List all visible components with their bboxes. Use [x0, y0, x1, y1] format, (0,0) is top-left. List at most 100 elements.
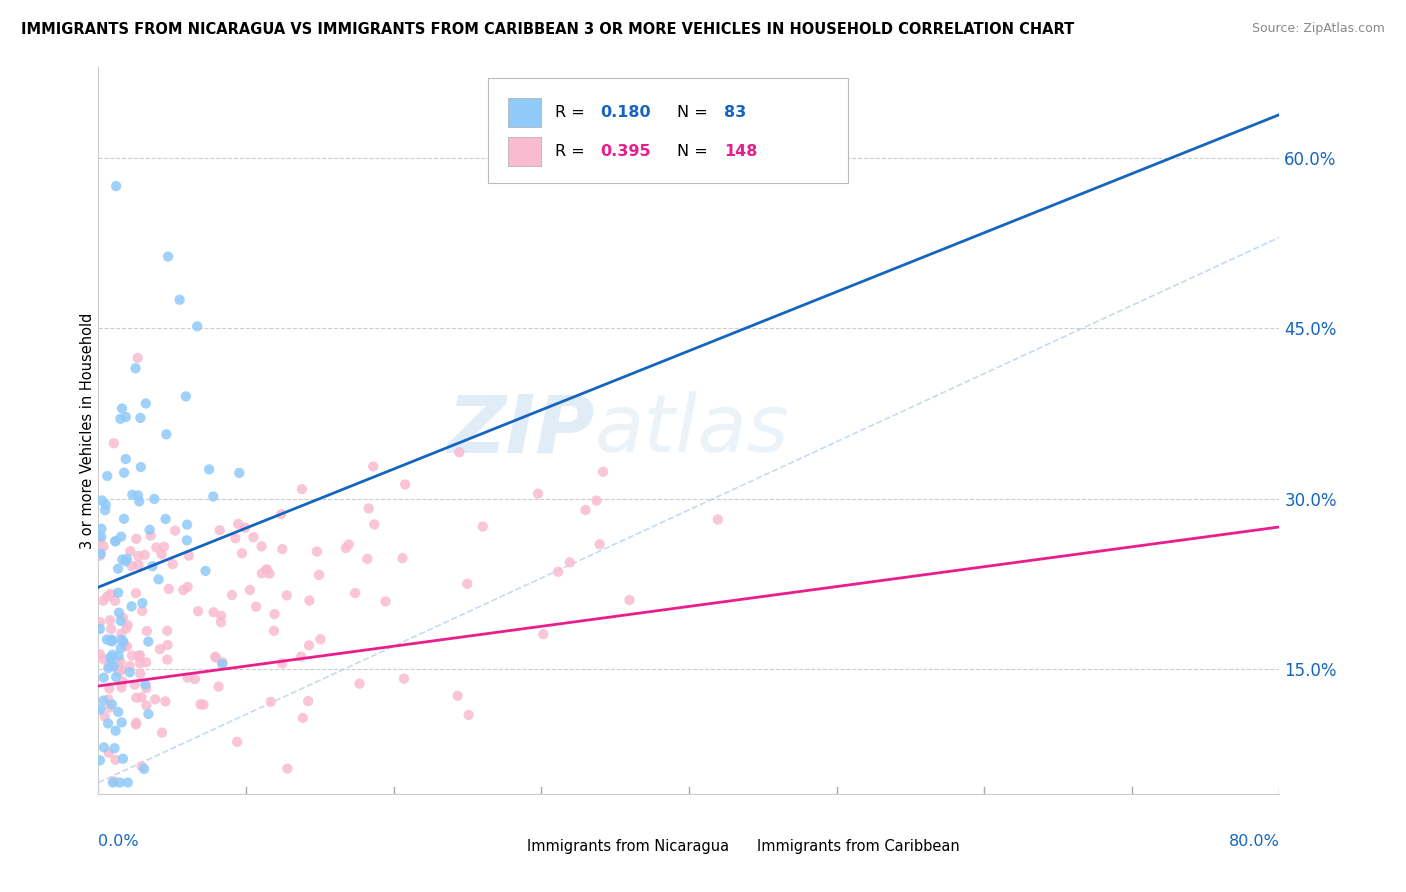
Point	[245, 599, 267, 614]
Point	[97, 692, 120, 706]
Point	[547, 565, 569, 579]
Point	[449, 445, 471, 459]
Point	[90, 522, 112, 536]
Point	[110, 627, 132, 641]
Text: IMMIGRANTS FROM NICARAGUA VS IMMIGRANTS FROM CARIBBEAN 3 OR MORE VEHICLES IN HOU: IMMIGRANTS FROM NICARAGUA VS IMMIGRANTS …	[21, 22, 1074, 37]
Point	[150, 725, 173, 739]
Point	[155, 512, 177, 526]
Point	[111, 401, 134, 416]
Point	[456, 576, 478, 591]
Point	[125, 717, 148, 731]
Text: 0.180: 0.180	[600, 105, 651, 120]
Point	[165, 524, 187, 538]
Point	[127, 649, 149, 664]
Point	[127, 558, 149, 572]
Point	[344, 586, 367, 600]
Point	[93, 652, 115, 666]
Point	[110, 681, 132, 695]
Point	[207, 680, 229, 694]
Point	[186, 319, 208, 334]
Point	[211, 656, 233, 670]
Point	[110, 641, 132, 656]
Point	[263, 624, 285, 638]
Point	[108, 664, 131, 678]
Point	[233, 521, 256, 535]
Point	[90, 530, 112, 544]
Point	[202, 605, 225, 619]
Point	[93, 740, 115, 755]
Point	[127, 488, 149, 502]
Point	[588, 537, 610, 551]
Point	[110, 663, 132, 677]
Point	[209, 615, 232, 630]
Point	[394, 477, 416, 491]
Point	[98, 633, 121, 648]
Point	[291, 482, 314, 496]
Point	[259, 566, 281, 581]
Point	[90, 547, 112, 561]
Point	[471, 519, 494, 533]
Point	[128, 648, 150, 662]
Point	[110, 412, 132, 426]
Point	[290, 649, 312, 664]
Bar	[724, 834, 751, 855]
Point	[271, 657, 294, 671]
Point	[256, 562, 278, 576]
Point	[105, 179, 128, 194]
Point	[101, 698, 124, 712]
Point	[193, 698, 215, 712]
Point	[104, 534, 127, 549]
Point	[291, 711, 314, 725]
Point	[125, 715, 148, 730]
Point	[226, 735, 249, 749]
Point	[115, 409, 138, 424]
Point	[115, 640, 138, 654]
Point	[103, 774, 125, 789]
Point	[143, 491, 166, 506]
Point	[211, 657, 233, 671]
Point	[107, 648, 129, 663]
Point	[131, 596, 153, 610]
Point	[129, 666, 152, 681]
Point	[110, 632, 132, 647]
Point	[149, 642, 172, 657]
Point	[194, 564, 217, 578]
Point	[98, 700, 121, 714]
Point	[103, 436, 125, 450]
Point	[574, 503, 596, 517]
Point	[125, 532, 148, 546]
Point	[107, 562, 129, 576]
Point	[98, 613, 121, 627]
Point	[129, 657, 152, 671]
Point	[135, 698, 157, 713]
Point	[224, 531, 246, 545]
Point	[184, 672, 207, 686]
Point	[263, 607, 285, 621]
Point	[177, 549, 200, 563]
Point	[148, 572, 170, 586]
Point	[121, 648, 143, 663]
Point	[124, 361, 146, 376]
Point	[156, 638, 179, 652]
Point	[101, 775, 124, 789]
Point	[110, 530, 132, 544]
Text: 148: 148	[724, 145, 758, 160]
Point	[112, 638, 135, 652]
Point	[112, 634, 135, 648]
Point	[104, 753, 127, 767]
Point	[108, 775, 131, 789]
Point	[204, 649, 226, 664]
Point	[356, 552, 378, 566]
Point	[103, 741, 125, 756]
Point	[111, 611, 134, 625]
Point	[104, 594, 127, 608]
Text: Immigrants from Caribbean: Immigrants from Caribbean	[758, 838, 960, 854]
Point	[134, 548, 156, 562]
Point	[155, 694, 177, 708]
Point	[127, 351, 149, 365]
Point	[124, 678, 146, 692]
Point	[97, 658, 120, 673]
Point	[135, 681, 157, 695]
Point	[150, 547, 173, 561]
Point	[114, 452, 136, 467]
